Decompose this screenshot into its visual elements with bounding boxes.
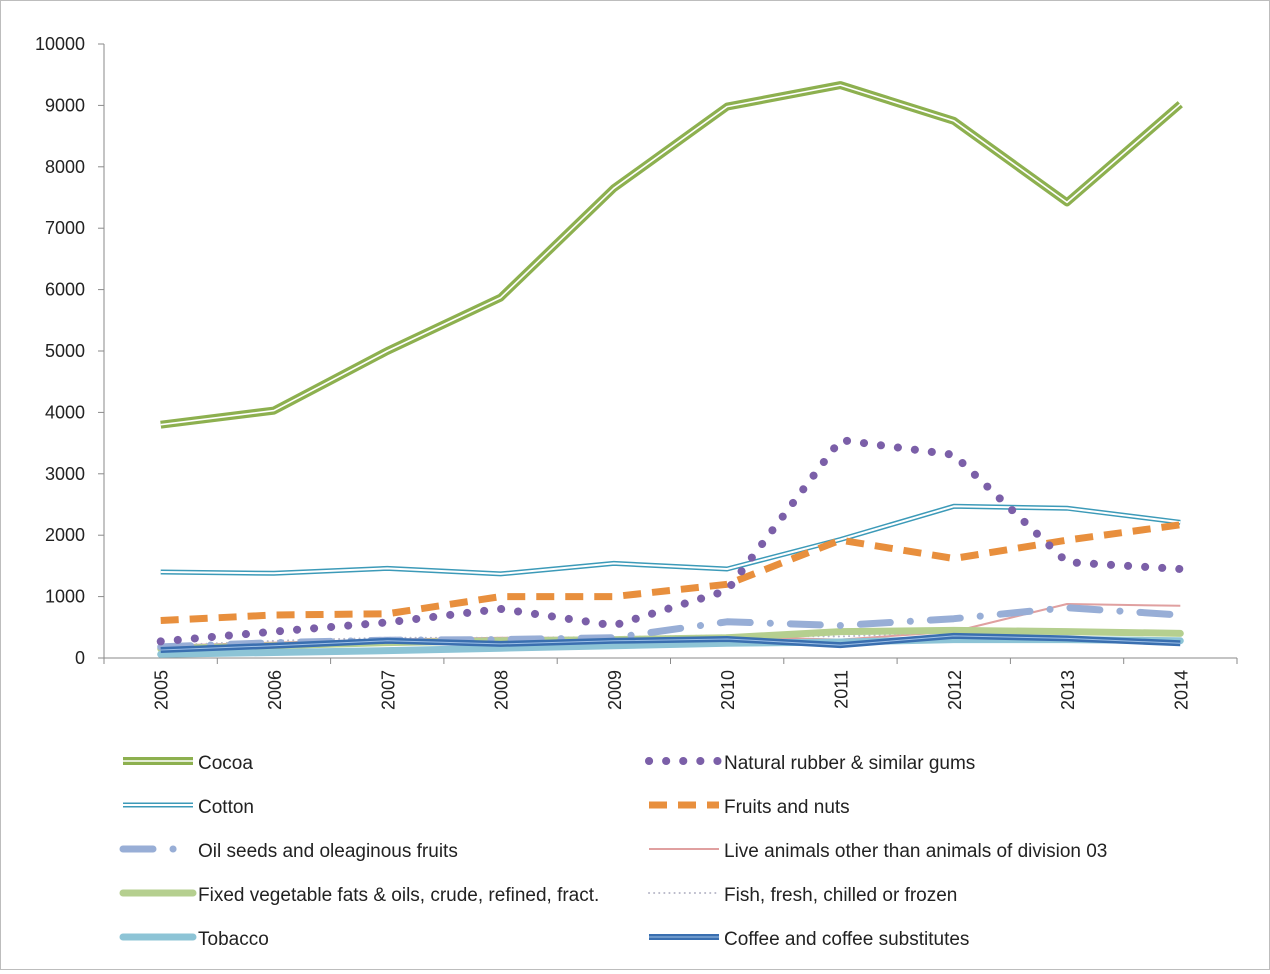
y-tick-label: 6000 <box>45 280 85 300</box>
legend-label: Fish, fresh, chilled or frozen <box>724 885 957 906</box>
x-tick-label: 2009 <box>605 670 625 710</box>
x-tick-label: 2012 <box>945 670 965 710</box>
y-tick-label: 5000 <box>45 341 85 361</box>
y-tick-label: 0 <box>75 648 85 668</box>
series-line-natural-rubber-similar-gums <box>156 436 1185 646</box>
y-tick-label: 8000 <box>45 157 85 177</box>
legend-item-oil-seeds-and-oleaginous-fruits: Oil seeds and oleaginous fruits <box>119 841 458 862</box>
legend-item-fruits-and-nuts: Fruits and nuts <box>649 797 850 818</box>
y-tick-label: 2000 <box>45 525 85 545</box>
x-tick-label: 2011 <box>831 670 851 709</box>
y-tick-label: 7000 <box>45 218 85 238</box>
legend-item-cotton: Cotton <box>123 797 254 818</box>
x-tick-label: 2008 <box>492 670 512 710</box>
legend-item-fish-fresh-chilled-or-frozen: Fish, fresh, chilled or frozen <box>648 885 957 906</box>
x-tick-label: 2013 <box>1058 670 1078 710</box>
legend-item-cocoa: Cocoa <box>123 753 253 774</box>
y-tick-label: 9000 <box>45 95 85 115</box>
x-tick-label: 2007 <box>378 670 398 710</box>
x-tick-label: 2010 <box>718 670 738 710</box>
legend-item-fixed-vegetable-fats-oils-crude-refined-fract: Fixed vegetable fats & oils, crude, refi… <box>119 885 599 906</box>
series-line-coffee-and-coffee-substitutes <box>160 632 1181 653</box>
x-tick-label: 2014 <box>1171 670 1191 710</box>
legend-label: Cocoa <box>198 753 253 774</box>
legend-label: Cotton <box>198 797 254 818</box>
legend-label: Fruits and nuts <box>724 797 850 818</box>
legend-item-coffee-and-coffee-substitutes: Coffee and coffee substitutes <box>649 929 969 950</box>
x-tick-label: 2006 <box>265 670 285 710</box>
y-tick-label: 1000 <box>45 587 85 607</box>
legend-item-live-animals-other-than-animals-of-division-03: Live animals other than animals of divis… <box>649 841 1107 862</box>
x-tick-label: 2005 <box>152 670 172 710</box>
legend-item-natural-rubber-similar-gums: Natural rubber & similar gums <box>645 753 975 774</box>
y-tick-label: 4000 <box>45 402 85 422</box>
legend-label: Natural rubber & similar gums <box>724 753 975 774</box>
legend-label: Live animals other than animals of divis… <box>724 841 1107 862</box>
y-tick-label: 10000 <box>35 34 85 54</box>
legend-label: Coffee and coffee substitutes <box>724 929 969 950</box>
legend-label: Oil seeds and oleaginous fruits <box>198 841 458 862</box>
legend-label: Tobacco <box>198 929 269 950</box>
series-line-cotton <box>160 503 1181 577</box>
y-tick-label: 3000 <box>45 464 85 484</box>
legend-item-tobacco: Tobacco <box>119 929 269 950</box>
legend-label: Fixed vegetable fats & oils, crude, refi… <box>198 885 599 906</box>
series-line-cocoa <box>160 81 1183 429</box>
